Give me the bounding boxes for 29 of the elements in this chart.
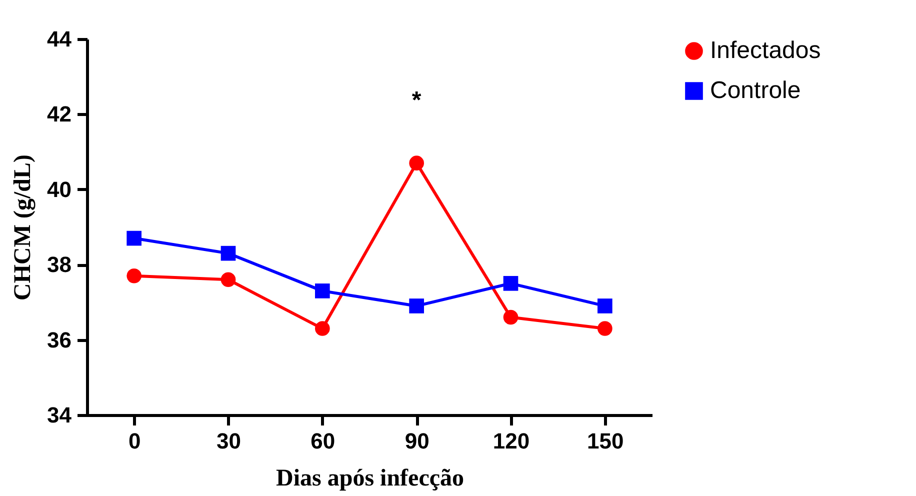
y-tick-label: 40 bbox=[47, 176, 72, 202]
y-tick-label: 36 bbox=[47, 327, 72, 352]
point bbox=[409, 298, 424, 314]
x-tick-label: 120 bbox=[492, 428, 530, 454]
point bbox=[126, 230, 142, 246]
x-tick-label: 60 bbox=[310, 428, 336, 454]
legend-label: Infectados bbox=[710, 37, 821, 64]
point bbox=[598, 298, 612, 314]
point bbox=[315, 284, 330, 298]
point bbox=[503, 310, 518, 325]
point bbox=[220, 246, 236, 261]
y-axis-title: CHCM (g/dL) bbox=[10, 154, 36, 300]
y-tick-label: 44 bbox=[47, 26, 72, 52]
point bbox=[503, 276, 518, 291]
x-axis-title: Dias após infecção bbox=[276, 466, 464, 492]
point bbox=[315, 321, 330, 336]
legend-label: Controle bbox=[710, 77, 801, 104]
y-tick-label: 38 bbox=[47, 252, 72, 278]
y-tick-label: 42 bbox=[47, 102, 72, 127]
point bbox=[598, 321, 612, 336]
x-tick-label: 90 bbox=[404, 428, 430, 454]
point bbox=[126, 268, 142, 284]
point bbox=[220, 272, 236, 288]
x-tick-label: 0 bbox=[128, 428, 141, 454]
point bbox=[409, 156, 424, 170]
y-tick-label: 34 bbox=[47, 402, 72, 428]
annotation: * bbox=[412, 87, 422, 114]
x-tick-label: 30 bbox=[216, 428, 241, 454]
x-tick-label: 150 bbox=[587, 428, 624, 454]
